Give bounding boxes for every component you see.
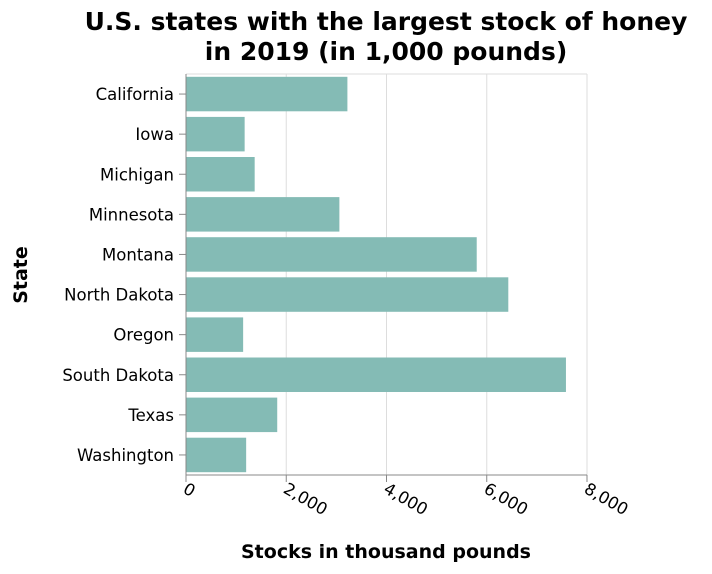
bar-michigan bbox=[186, 157, 255, 192]
x-axis: 0 2,000 4,000 6,000 8,000 bbox=[180, 474, 631, 519]
y-tick-label: Washington bbox=[77, 446, 174, 465]
y-tick-label: Texas bbox=[127, 406, 174, 425]
y-tick-label: Oregon bbox=[113, 326, 174, 345]
y-axis: California Iowa Michigan Minnesota Montana No… bbox=[62, 74, 187, 475]
bar-south-dakota bbox=[186, 357, 566, 392]
y-tick-label: North Dakota bbox=[64, 286, 174, 305]
x-tick-label: 0 bbox=[180, 479, 199, 501]
y-tick-label: Montana bbox=[102, 245, 174, 264]
bar-north-dakota bbox=[186, 277, 509, 312]
y-tick-label: California bbox=[96, 85, 174, 104]
x-tick-label: 2,000 bbox=[280, 479, 330, 519]
chart-title-line-1: U.S. states with the largest stock of ho… bbox=[85, 7, 688, 36]
y-tick-label: Michigan bbox=[100, 165, 174, 184]
y-tick-label: Iowa bbox=[135, 125, 174, 144]
x-axis-title: Stocks in thousand pounds bbox=[241, 541, 531, 563]
bar-minnesota bbox=[186, 197, 340, 232]
bar-texas bbox=[186, 397, 278, 433]
y-tick-label: Minnesota bbox=[89, 205, 174, 224]
y-tick-label: South Dakota bbox=[62, 366, 174, 385]
bar-oregon bbox=[186, 317, 244, 352]
bars bbox=[186, 76, 566, 473]
bar-iowa bbox=[186, 116, 245, 152]
x-tick-label: 8,000 bbox=[581, 479, 631, 519]
bar-california bbox=[186, 76, 348, 112]
bar-montana bbox=[186, 237, 477, 272]
x-tick-label: 4,000 bbox=[381, 479, 431, 519]
chart-title-line-2: in 2019 (in 1,000 pounds) bbox=[205, 37, 568, 66]
y-axis-title: State bbox=[10, 246, 32, 304]
bar-washington bbox=[186, 437, 247, 473]
x-tick-label: 6,000 bbox=[481, 479, 531, 519]
